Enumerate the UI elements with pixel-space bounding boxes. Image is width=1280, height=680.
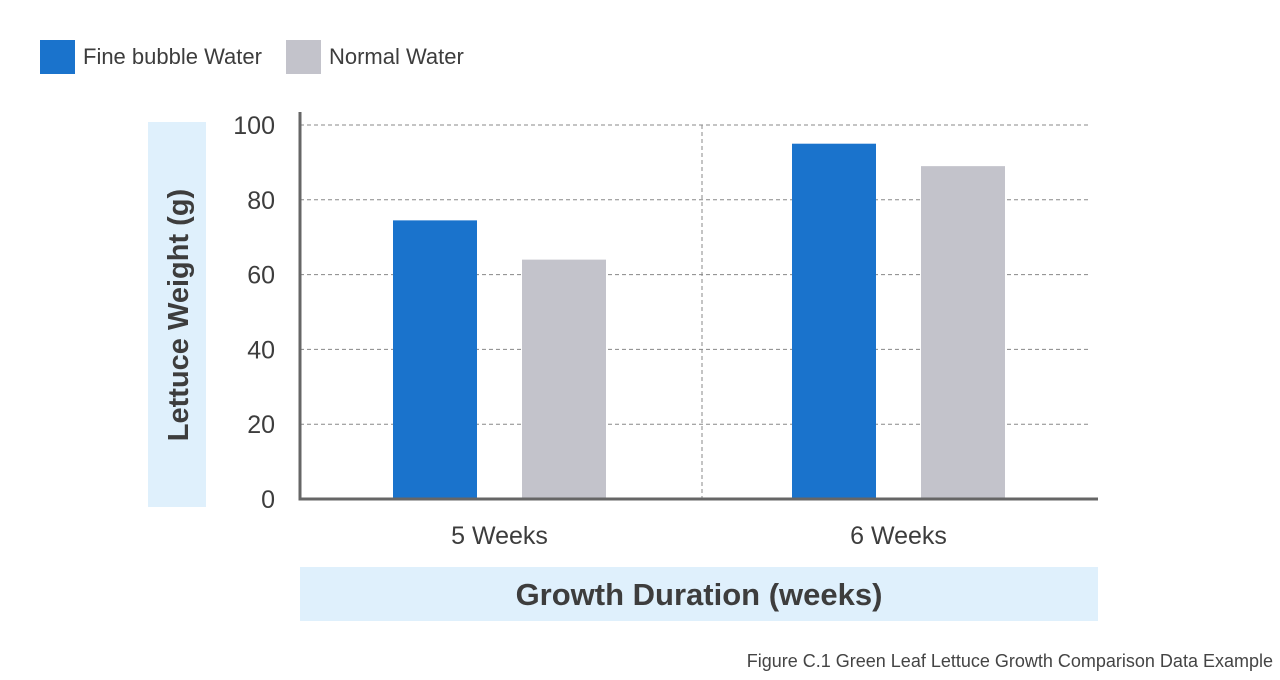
legend-label-fine-bubble-water: Fine bubble Water [83,44,262,69]
legend: Fine bubble Water Normal Water [40,40,488,74]
y-tick-label: 20 [247,411,275,439]
legend-item-normal-water: Normal Water [285,40,464,74]
bar-normal-water-5-weeks [522,259,606,499]
figure-caption: Figure C.1 Green Leaf Lettuce Growth Com… [746,651,1273,671]
y-axis-title-band [148,122,206,507]
x-tick-label: 5 Weeks [451,522,548,550]
x-axis-title: Growth Duration (weeks) [516,577,883,612]
y-tick-label: 40 [247,336,275,364]
x-axis-title-band [300,567,1098,621]
legend-swatch-fine-bubble-water [40,40,75,74]
legend-item-fine-bubble-water: Fine bubble Water [40,40,262,74]
bar-normal-water-6-weeks [921,166,1005,499]
legend-label-normal-water: Normal Water [328,44,464,69]
y-tick-label: 80 [247,187,275,215]
bar-fine-bubble-water-5-weeks [393,220,477,499]
x-tick-label: 6 Weeks [850,522,947,550]
legend-swatch-normal-water [285,40,321,74]
y-tick-label: 0 [261,486,275,514]
y-tick-label: 60 [247,262,275,290]
y-axis-title: Lettuce Weight (g) [163,189,195,441]
y-tick-label: 100 [233,112,275,140]
bar-fine-bubble-water-6-weeks [792,143,876,499]
